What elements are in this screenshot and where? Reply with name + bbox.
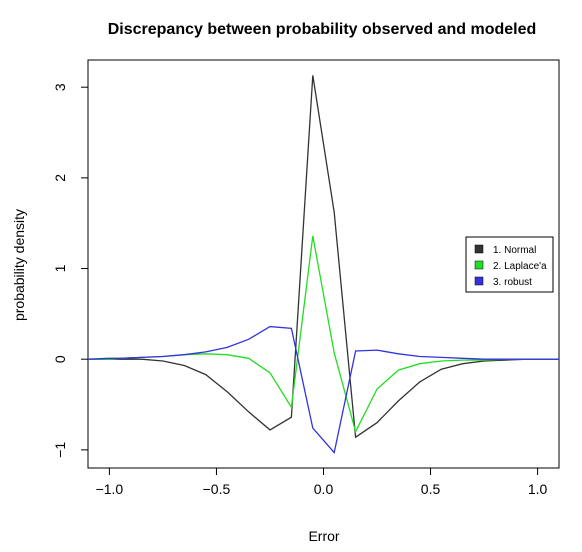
y-tick-label: 2 bbox=[52, 174, 68, 182]
y-tick-label: 3 bbox=[52, 83, 68, 91]
series-lines bbox=[87, 75, 559, 455]
y-tick-label: −1 bbox=[52, 442, 68, 458]
legend-swatch-2 bbox=[474, 260, 484, 270]
legend-label-1: 1. Normal bbox=[493, 245, 536, 256]
x-tick-label: −1.0 bbox=[96, 481, 124, 497]
x-tick-label: −0.5 bbox=[203, 481, 231, 497]
series-line-1 bbox=[88, 75, 559, 439]
x-axis-label: Error bbox=[308, 528, 339, 544]
x-axis: −1.0 −0.5 0.0 0.5 1.0 bbox=[96, 468, 548, 497]
y-tick-label: 1 bbox=[52, 264, 68, 272]
legend-label-3: 3. robust bbox=[493, 277, 532, 288]
x-tick-label: 0.0 bbox=[314, 481, 334, 497]
x-tick-label: 1.0 bbox=[528, 481, 548, 497]
chart-title: Discrepancy between probability observed… bbox=[108, 21, 537, 38]
legend-label-2: 2. Laplace'a bbox=[493, 261, 547, 272]
series-line-3 bbox=[87, 325, 559, 455]
y-axis-label: probability density bbox=[11, 209, 27, 321]
legend: 1. Normal 2. Laplace'a 3. robust bbox=[465, 236, 554, 293]
legend-swatch-1 bbox=[474, 244, 484, 254]
legend-swatch-3 bbox=[474, 276, 484, 286]
x-tick-label: 0.5 bbox=[421, 481, 441, 497]
y-tick-label: 0 bbox=[52, 355, 68, 363]
y-axis: −1 0 1 2 3 bbox=[52, 83, 88, 458]
